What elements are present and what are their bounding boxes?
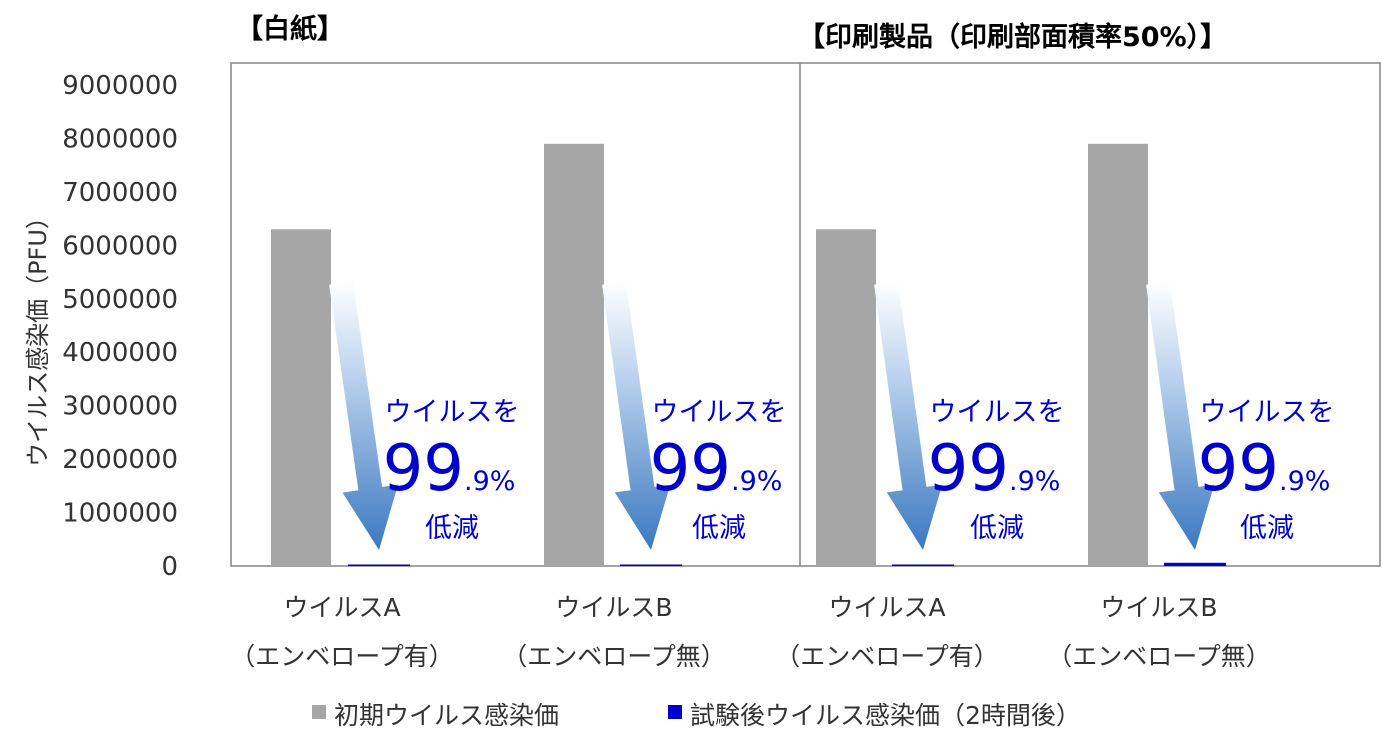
- reduction-arrow: [329, 281, 398, 550]
- y-ticks: 0 1000000 2000000 3000000 4000000 5000000 6000…: [62, 71, 178, 582]
- reduction-arrow: [1146, 281, 1215, 550]
- y-tick-label: 9000000: [62, 71, 178, 101]
- reduction-arrow: [874, 281, 943, 550]
- category-sublabel: （エンベロープ有）: [230, 642, 454, 671]
- category-label: ウイルスB: [1100, 593, 1217, 622]
- annotation-big: 99: [383, 432, 464, 506]
- legend-label-after: 試験後ウイルス感染価（2時間後）: [690, 701, 1081, 730]
- category-label: ウイルスA: [828, 593, 945, 622]
- annotation-decimal: .9%: [1009, 466, 1060, 497]
- y-tick-label: 0: [161, 552, 178, 582]
- annotation-percent: 99.9%: [383, 432, 516, 506]
- y-tick-label: 8000000: [62, 124, 178, 154]
- annotation-line1: ウイルスを: [652, 397, 787, 428]
- bar-after: [892, 564, 954, 566]
- category-sublabel: （エンベロープ無）: [502, 642, 726, 671]
- category-labels: ウイルスA （エンベロープ有） ウイルスB （エンベロープ無） ウイルスA （エンベロープ…: [230, 593, 1271, 671]
- annotation-line1: ウイルスを: [930, 397, 1065, 428]
- category-label: ウイルスB: [555, 593, 672, 622]
- annotation-line3: 低減: [970, 513, 1024, 544]
- annotation-line3: 低減: [1240, 513, 1294, 544]
- legend-swatch-after: [668, 705, 682, 719]
- bar-initial: [1088, 143, 1148, 567]
- annotation-line3: 低減: [692, 513, 746, 544]
- annotations: ウイルスを99.9%低減ウイルスを99.9%低減ウイルスを99.9%低減ウイルス…: [329, 281, 1335, 550]
- legend: 初期ウイルス感染価 試験後ウイルス感染価（2時間後）: [312, 701, 1081, 730]
- annotation-line3: 低減: [425, 513, 479, 544]
- bar-after: [348, 564, 410, 566]
- annotation-decimal: .9%: [1279, 466, 1330, 497]
- y-tick-label: 3000000: [62, 392, 178, 422]
- y-tick-label: 4000000: [62, 338, 178, 368]
- bar-after: [620, 564, 682, 566]
- reduction-arrow: [602, 281, 671, 550]
- bar-initial: [271, 229, 331, 567]
- y-tick-label: 1000000: [62, 499, 178, 529]
- annotation-decimal: .9%: [464, 466, 515, 497]
- bar-initial: [816, 229, 876, 567]
- bars: [271, 143, 1226, 567]
- annotation-percent: 99.9%: [928, 432, 1061, 506]
- annotation-percent: 99.9%: [1198, 432, 1331, 506]
- legend-label-initial: 初期ウイルス感染価: [334, 701, 559, 730]
- annotation-big: 99: [650, 432, 731, 506]
- y-tick-label: 7000000: [62, 178, 178, 208]
- annotation-big: 99: [1198, 432, 1279, 506]
- annotation-big: 99: [928, 432, 1009, 506]
- plot-frame: [230, 62, 1381, 567]
- panel-title-paper: 【白紙】: [236, 13, 344, 45]
- annotation-line1: ウイルスを: [1200, 397, 1335, 428]
- bar-initial: [544, 143, 604, 567]
- legend-swatch-initial: [312, 705, 326, 719]
- category-label: ウイルスA: [283, 593, 400, 622]
- panel-title-printed: 【印刷製品（印刷部面積率50%）】: [798, 21, 1227, 53]
- y-axis-label: ウイルス感染価（PFU）: [24, 205, 52, 467]
- y-tick-label: 6000000: [62, 231, 178, 261]
- y-tick-label: 5000000: [62, 285, 178, 315]
- bar-after: [1164, 562, 1226, 566]
- category-sublabel: （エンベロープ無）: [1047, 642, 1271, 671]
- annotation-percent: 99.9%: [650, 432, 783, 506]
- annotation-line1: ウイルスを: [385, 397, 520, 428]
- category-sublabel: （エンベロープ有）: [775, 642, 999, 671]
- y-tick-label: 2000000: [62, 445, 178, 475]
- plot-panels: [230, 62, 1381, 567]
- annotation-decimal: .9%: [731, 466, 782, 497]
